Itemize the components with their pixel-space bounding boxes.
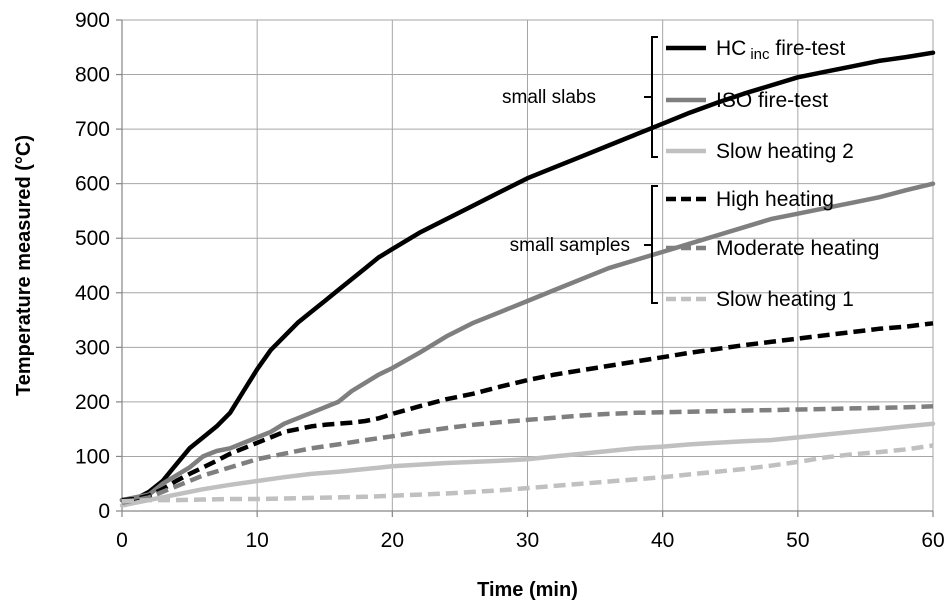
- tick-labels: 0 100 200 300 400 500 600 700 800 900 0 10 20 30 40 50 6…: [75, 9, 945, 552]
- y-tick-label: 400: [75, 282, 110, 305]
- series-line: [121, 404, 934, 506]
- series-line: [121, 443, 934, 504]
- x-tick-label: 10: [245, 529, 268, 552]
- legend-label: Moderate heating: [716, 237, 879, 260]
- series-line: [119, 50, 936, 503]
- y-tick-label: 600: [75, 173, 110, 196]
- series-line: [121, 321, 934, 503]
- legend-label: Slow heating 1: [716, 288, 854, 311]
- gridlines: [122, 19, 934, 511]
- y-tick-label: 300: [75, 336, 110, 359]
- y-tick-label: 100: [75, 445, 110, 468]
- x-tick-label: 40: [651, 529, 674, 552]
- legend-label: HC inc fire-test: [716, 37, 846, 63]
- x-tick-label: 60: [921, 529, 944, 552]
- y-tick-label: 900: [75, 9, 110, 32]
- x-tick-label: 0: [116, 529, 128, 552]
- y-tick-label: 800: [75, 64, 110, 87]
- legend-group-label: small slabs: [502, 87, 596, 108]
- y-tick-label: 200: [75, 391, 110, 414]
- axis-titles: Time (min) Temperature measured (°C): [13, 135, 578, 601]
- y-tick-label: 700: [75, 118, 110, 141]
- legend-group-label: small samples: [510, 235, 630, 256]
- legend-label: High heating: [716, 188, 834, 211]
- series-line: [119, 181, 936, 503]
- legend-label: Slow heating 2: [716, 140, 854, 163]
- x-tick-label: 20: [381, 529, 404, 552]
- series-line: [119, 421, 936, 508]
- y-tick-label: 500: [75, 227, 110, 250]
- x-tick-label: 50: [786, 529, 809, 552]
- legend: HC inc fire-test ISO fire-test Slow heating…: [502, 36, 879, 311]
- y-tick-label: 0: [98, 500, 110, 523]
- x-tick-label: 30: [516, 529, 539, 552]
- x-axis-title: Time (min): [477, 579, 578, 601]
- series-lines: [119, 50, 936, 508]
- axes: [116, 19, 934, 517]
- legend-label: ISO fire-test: [716, 89, 828, 112]
- y-axis-title: Temperature measured (°C): [13, 135, 35, 396]
